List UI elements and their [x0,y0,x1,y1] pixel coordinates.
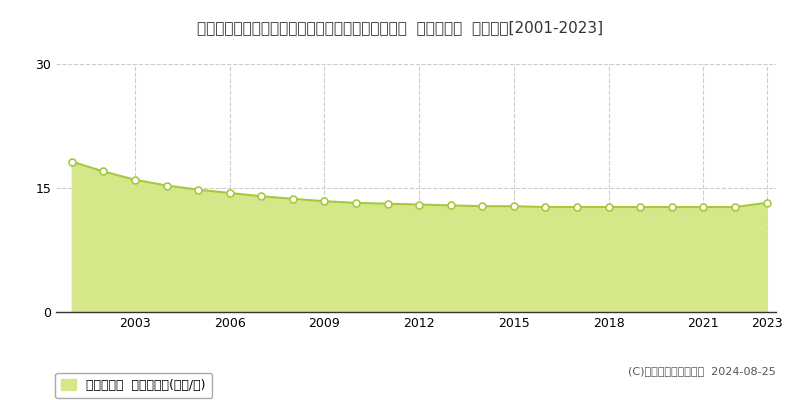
Text: 福島県会津若松市東山町大字石山字天寧２６２番２  基準地価格  地価推移[2001-2023]: 福島県会津若松市東山町大字石山字天寧２６２番２ 基準地価格 地価推移[2001-… [197,20,603,35]
Legend: 基準地価格  平均坊単価(万円/坊): 基準地価格 平均坊単価(万円/坊) [55,373,212,398]
Text: (C)土地価格ドットコム  2024-08-25: (C)土地価格ドットコム 2024-08-25 [628,366,776,376]
